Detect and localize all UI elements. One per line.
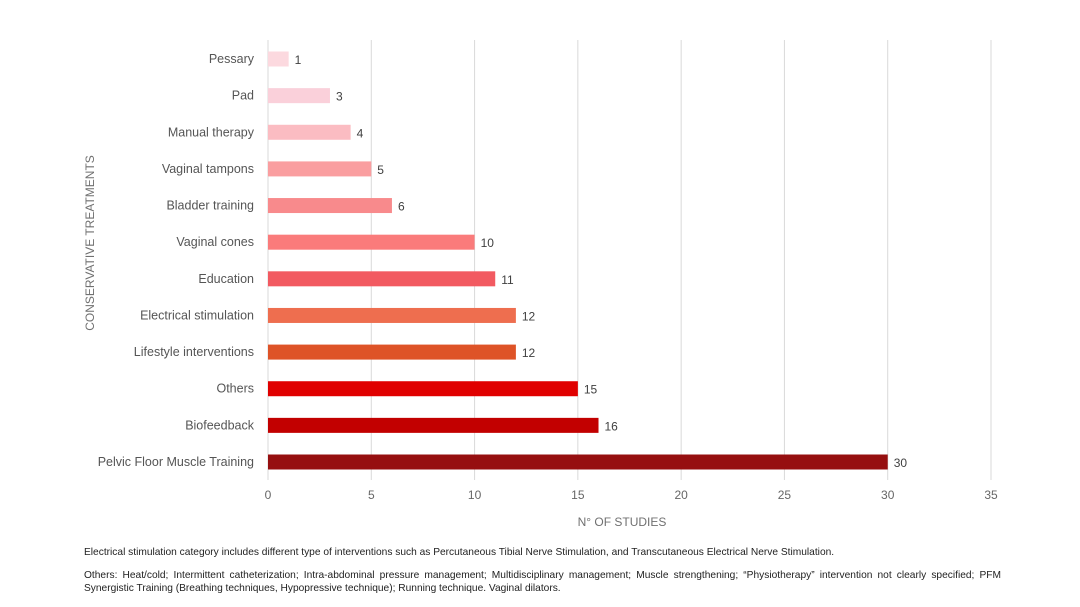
x-tick-label: 5 — [368, 488, 375, 502]
y-axis-title: CONSERVATIVE TREATMENTS — [83, 155, 97, 331]
bar — [268, 344, 516, 360]
x-tick-label: 10 — [468, 488, 482, 502]
data-label: 12 — [522, 309, 536, 323]
gridlines — [267, 40, 992, 480]
bar — [268, 51, 289, 67]
x-axis-title: N° OF STUDIES — [578, 515, 667, 529]
bar — [268, 454, 888, 470]
x-tick-label: 30 — [881, 488, 895, 502]
category-label: Pelvic Floor Muscle Training — [98, 455, 254, 469]
x-tick-label: 20 — [674, 488, 688, 502]
data-label: 4 — [357, 126, 364, 140]
category-label: Biofeedback — [185, 418, 255, 432]
category-label: Vaginal tampons — [162, 162, 254, 176]
data-label: 30 — [894, 456, 908, 470]
bar — [268, 198, 392, 214]
data-label: 12 — [522, 346, 536, 360]
bar — [268, 161, 372, 177]
bars — [268, 51, 888, 470]
bar-chart: Pessary Pad Manual therapy Vaginal tampons B… — [83, 40, 998, 529]
bar — [268, 234, 475, 250]
category-labels: Pessary Pad Manual therapy Vaginal tampons B… — [98, 52, 255, 469]
bar — [268, 381, 578, 397]
footnote-electrical-stimulation: Electrical stimulation category includes… — [84, 547, 835, 558]
x-tick-label: 35 — [984, 488, 998, 502]
data-label: 3 — [336, 90, 343, 104]
category-label: Manual therapy — [168, 125, 255, 139]
data-label: 6 — [398, 200, 405, 214]
x-tick-label: 0 — [265, 488, 272, 502]
bar — [268, 307, 516, 323]
data-label: 15 — [584, 383, 598, 397]
x-tick-label: 25 — [778, 488, 792, 502]
category-label: Education — [198, 272, 254, 286]
category-label: Bladder training — [166, 199, 254, 213]
x-tick-labels: 0 5 10 15 20 25 30 35 — [265, 488, 998, 502]
footnote-others: Others: Heat/cold; Intermittent catheter… — [84, 570, 1001, 594]
data-label: 11 — [501, 273, 514, 287]
data-label: 5 — [377, 163, 384, 177]
data-label: 1 — [295, 53, 302, 67]
bar — [268, 124, 351, 140]
x-tick-label: 15 — [571, 488, 585, 502]
category-label: Vaginal cones — [176, 235, 254, 249]
bar — [268, 417, 599, 433]
category-label: Pad — [232, 89, 254, 103]
category-label: Pessary — [209, 52, 255, 66]
data-label: 10 — [481, 236, 495, 250]
bar — [268, 271, 496, 287]
category-label: Others — [216, 382, 254, 396]
category-label: Lifestyle interventions — [134, 345, 254, 359]
category-label: Electrical stimulation — [140, 308, 254, 322]
bar — [268, 88, 330, 104]
data-labels: 1 3 4 5 6 10 11 12 12 15 16 30 — [295, 53, 908, 470]
data-label: 16 — [605, 419, 619, 433]
